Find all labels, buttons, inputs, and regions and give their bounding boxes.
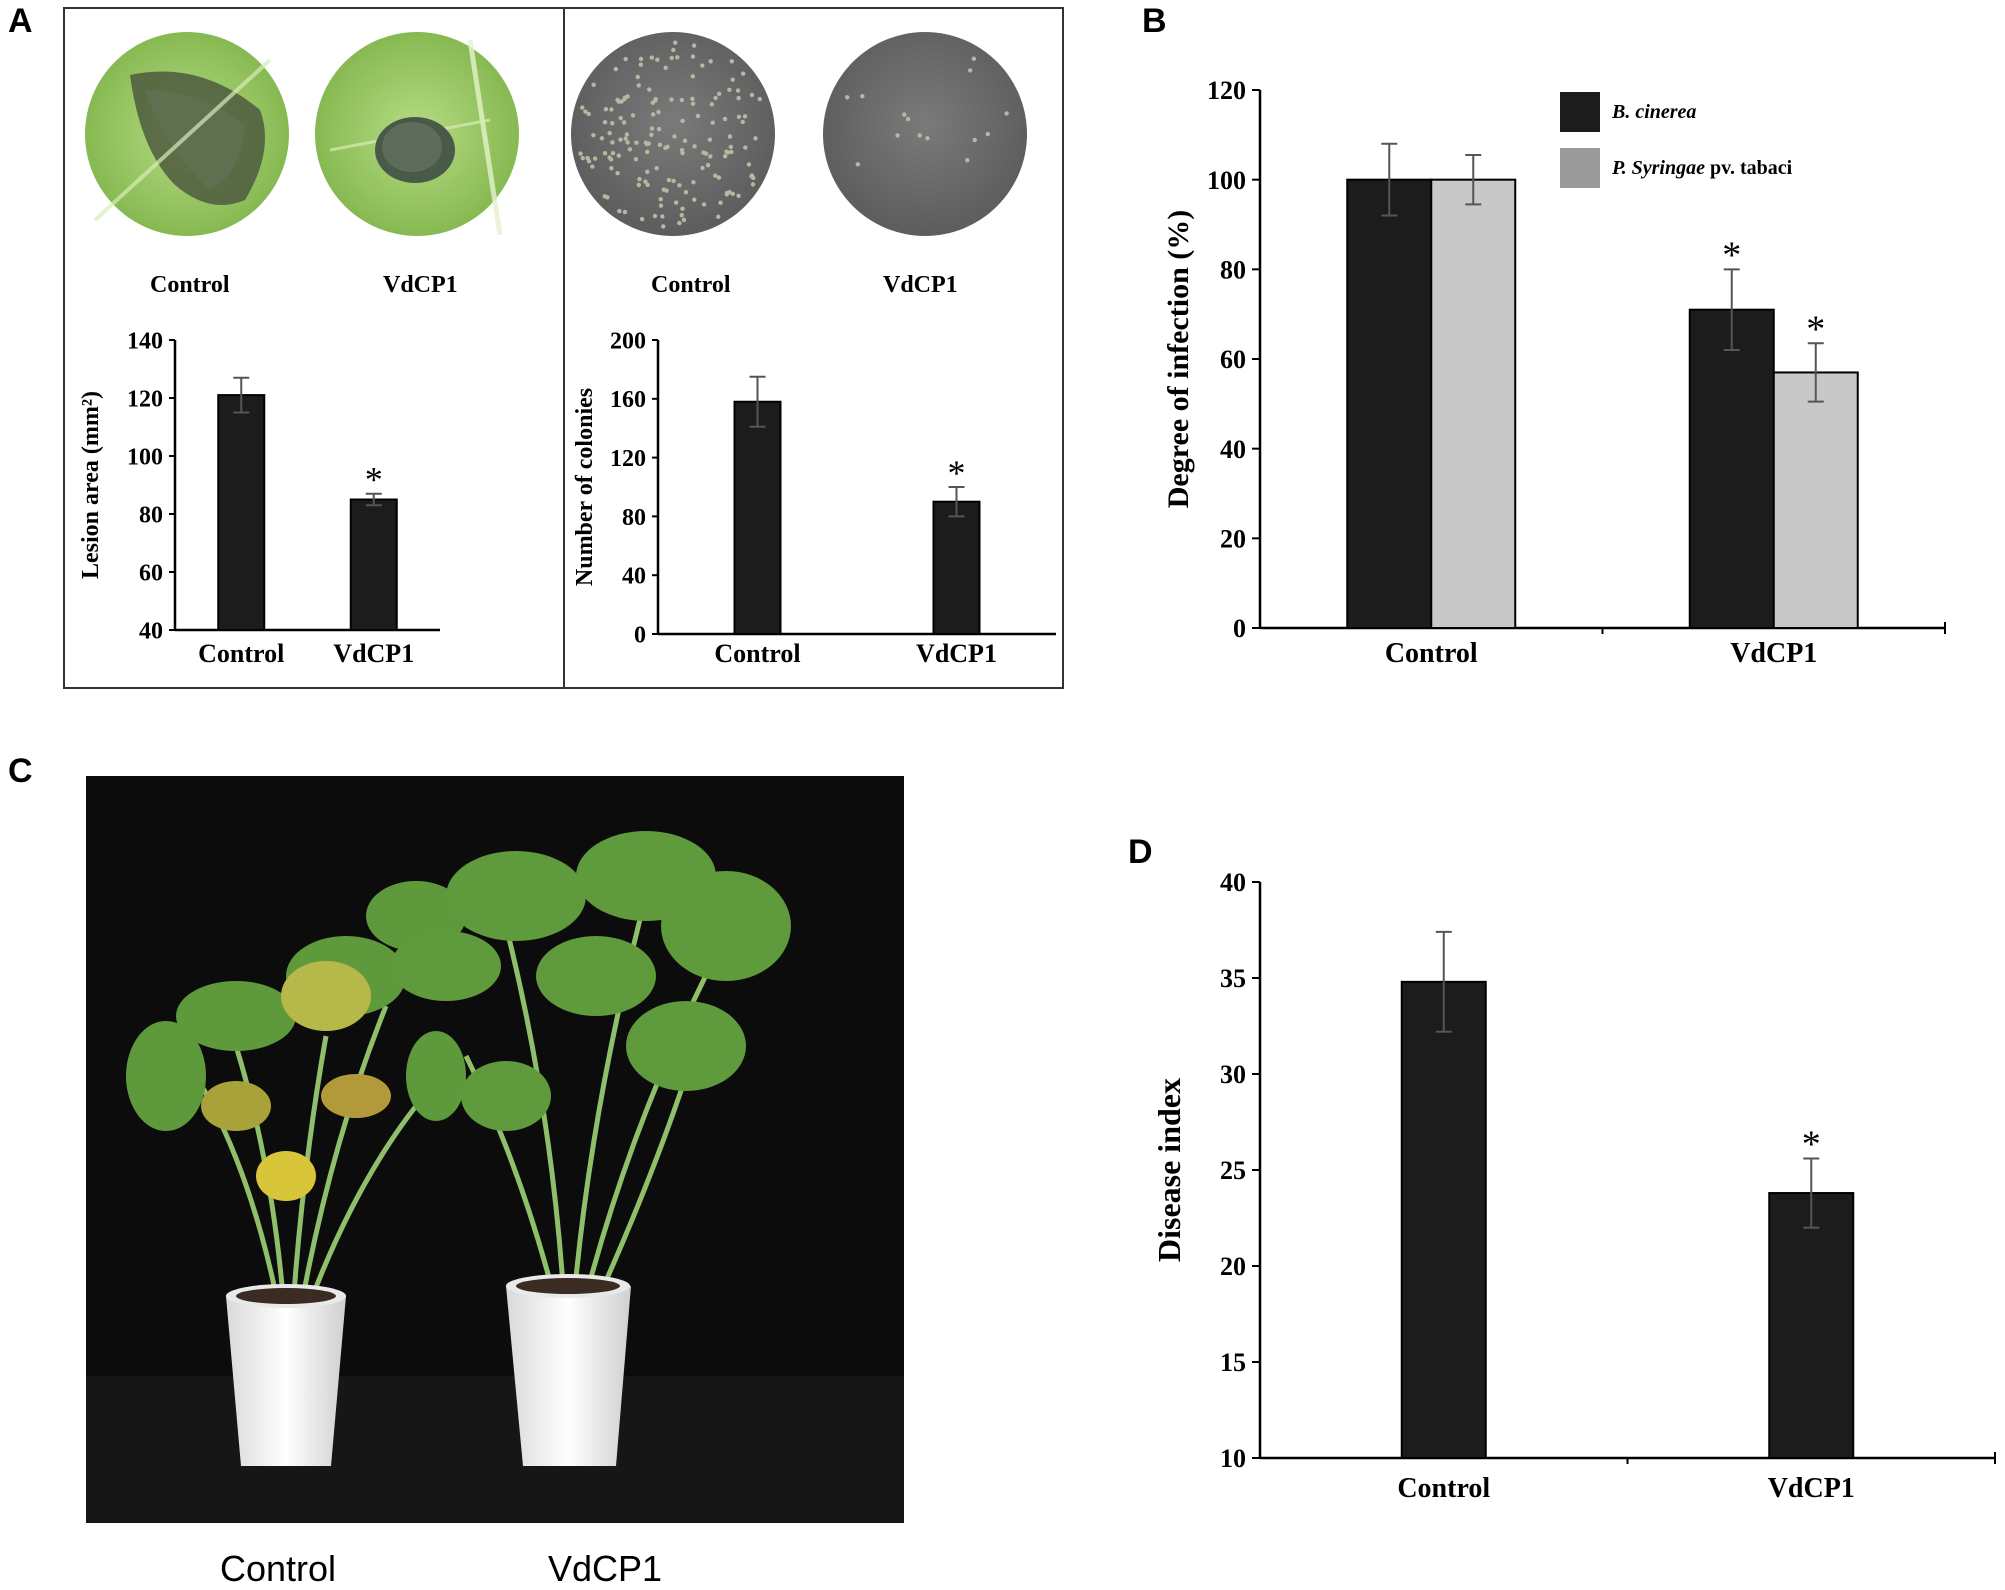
plant-label-vdcp1: VdCP1 bbox=[548, 1548, 663, 1589]
x-category-label-1: VdCP1 bbox=[1768, 1473, 1855, 1500]
y-tick-label-5: 200 bbox=[610, 330, 646, 354]
plate-photo-vdcp1 bbox=[823, 32, 1027, 236]
y-tick-label-3: 60 bbox=[1220, 345, 1246, 374]
bar-control-1 bbox=[1430, 178, 1517, 630]
y-axis-label: Lesion area (mm²) bbox=[78, 391, 104, 579]
x-category-label-1: VdCP1 bbox=[333, 639, 414, 668]
y-axis-label: Degree of infection (%) bbox=[1162, 210, 1195, 509]
bar-vdcp1-0 bbox=[932, 500, 981, 635]
x-category-label-1: VdCP1 bbox=[1730, 638, 1817, 669]
y-tick-label-1: 20 bbox=[1220, 524, 1246, 553]
panel-letter-c: C bbox=[8, 752, 33, 790]
bar-vdcp1-0 bbox=[349, 498, 398, 631]
y-tick-label-3: 25 bbox=[1220, 1156, 1246, 1185]
significance-star-vdcp1-0: * bbox=[365, 460, 383, 500]
y-tick-label-5: 100 bbox=[1207, 166, 1246, 195]
plate-label-vdcp1: VdCP1 bbox=[883, 272, 958, 298]
chart-lesion-area: 40 60 80 100 120 140 Lesion area (mm²) Control *… bbox=[78, 330, 440, 668]
bar-vdcp1-0 bbox=[1768, 1192, 1855, 1459]
legend-swatch-0 bbox=[1560, 92, 1600, 132]
y-tick-label-1: 15 bbox=[1220, 1348, 1246, 1377]
control-pot bbox=[226, 1296, 346, 1466]
y-axis-label: Disease index bbox=[1151, 1078, 1187, 1262]
plant-label-control: Control bbox=[220, 1548, 337, 1589]
y-tick-label-2: 80 bbox=[139, 502, 163, 528]
y-tick-label-0: 0 bbox=[1233, 614, 1246, 643]
y-tick-label-4: 120 bbox=[127, 386, 163, 412]
y-tick-label-0: 0 bbox=[634, 622, 646, 648]
y-tick-label-2: 80 bbox=[622, 505, 646, 531]
significance-star-vdcp1-0: * bbox=[1722, 234, 1741, 276]
x-category-label-0: Control bbox=[1385, 638, 1478, 669]
x-category-label-0: Control bbox=[198, 639, 284, 668]
bar-control-0 bbox=[217, 394, 266, 631]
y-tick-label-1: 60 bbox=[139, 560, 163, 586]
y-tick-label-4: 160 bbox=[610, 387, 646, 413]
panel-letter-a: A bbox=[8, 2, 33, 40]
bar-control-0 bbox=[1346, 178, 1433, 630]
y-tick-label-1: 40 bbox=[622, 564, 646, 590]
x-category-label-0: Control bbox=[1397, 1473, 1490, 1500]
bar-control-0 bbox=[1400, 980, 1487, 1459]
y-tick-label-4: 80 bbox=[1220, 255, 1246, 284]
panel-letter-d: D bbox=[1128, 833, 1153, 871]
y-axis-label: Number of colonies bbox=[572, 388, 598, 586]
legend-swatch-1 bbox=[1560, 148, 1600, 188]
legend-label-1: P. Syringae pv. tabaci bbox=[1611, 157, 1793, 179]
y-tick-label-6: 40 bbox=[1220, 868, 1246, 897]
y-tick-label-6: 120 bbox=[1207, 76, 1246, 105]
significance-star-vdcp1-1: * bbox=[1806, 308, 1825, 350]
y-tick-label-2: 20 bbox=[1220, 1252, 1246, 1281]
y-tick-label-5: 35 bbox=[1220, 964, 1246, 993]
y-tick-label-0: 10 bbox=[1220, 1444, 1246, 1473]
bar-control-0 bbox=[733, 400, 782, 635]
y-tick-label-4: 30 bbox=[1220, 1060, 1246, 1089]
y-tick-label-5: 140 bbox=[127, 330, 163, 354]
bar-vdcp1-0 bbox=[1688, 308, 1775, 629]
chart-colony-count: 0 40 80 120 160 200 Number of colonies Control *… bbox=[572, 330, 1056, 668]
leaf-label-control: Control bbox=[150, 272, 230, 298]
chart-degree-of-infection: 0 20 40 60 80 100 120 Degree of infection (%) Co… bbox=[1162, 76, 1946, 669]
significance-star-vdcp1-0: * bbox=[948, 453, 966, 493]
plate-label-control: Control bbox=[651, 272, 731, 298]
x-category-label-1: VdCP1 bbox=[916, 639, 997, 668]
y-tick-label-2: 40 bbox=[1220, 435, 1246, 464]
y-tick-label-0: 40 bbox=[139, 618, 163, 644]
panel-c-plant-photo bbox=[86, 776, 904, 1523]
plate-photo-control bbox=[571, 32, 775, 236]
leaf-photo-vdcp1 bbox=[315, 32, 519, 236]
leaf-photo-control bbox=[85, 32, 289, 236]
x-category-label-0: Control bbox=[714, 639, 800, 668]
chart-disease-index: 10 15 20 25 30 35 40 Disease index Control * VdCP1 bbox=[1151, 868, 1996, 1500]
panel-letter-b: B bbox=[1142, 2, 1167, 40]
y-tick-label-3: 100 bbox=[127, 444, 163, 470]
significance-star-vdcp1-0: * bbox=[1802, 1123, 1821, 1165]
leaf-label-vdcp1: VdCP1 bbox=[383, 272, 458, 298]
y-tick-label-3: 120 bbox=[610, 446, 646, 472]
vdcp1-pot bbox=[506, 1286, 631, 1466]
legend-label-0: B. cinerea bbox=[1611, 101, 1696, 123]
bar-vdcp1-1 bbox=[1772, 371, 1859, 630]
